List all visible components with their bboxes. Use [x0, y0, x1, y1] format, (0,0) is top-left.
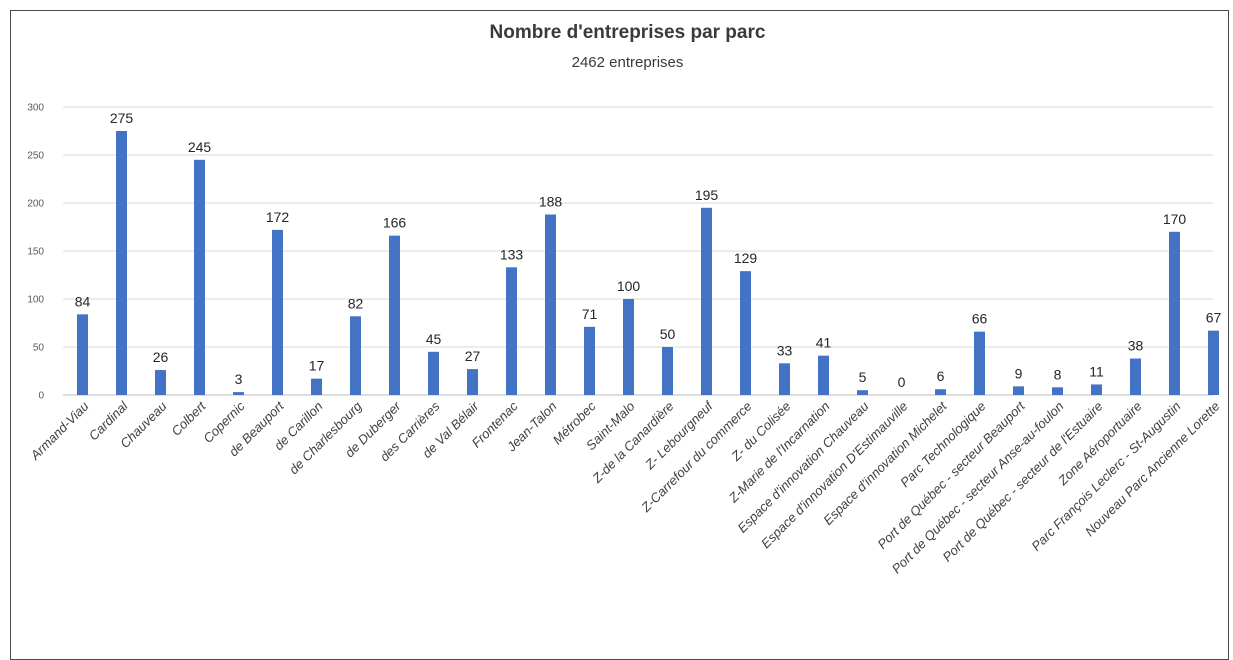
- data-label: 3: [235, 371, 243, 387]
- bar: [116, 131, 127, 395]
- bar: [194, 159, 205, 395]
- bars: [77, 131, 1219, 395]
- bar: [311, 378, 322, 395]
- data-label: 82: [348, 295, 364, 311]
- bar: [1208, 330, 1219, 395]
- data-label: 45: [426, 331, 442, 347]
- data-label: 38: [1128, 338, 1144, 354]
- data-label: 26: [153, 349, 169, 365]
- data-label: 9: [1015, 365, 1023, 381]
- y-tick-label: 300: [27, 103, 44, 114]
- data-label: 5: [859, 369, 867, 385]
- bar: [584, 326, 595, 395]
- category-label: Z- Lebourgneuf: [641, 398, 716, 473]
- y-tick-label: 100: [27, 295, 44, 306]
- bar: [233, 392, 244, 395]
- data-label: 11: [1089, 363, 1104, 379]
- bar: [974, 331, 985, 395]
- bar: [350, 316, 361, 395]
- y-axis-ticks: 0 50 100 150 200 250 300: [27, 103, 44, 402]
- bar: [779, 363, 790, 395]
- data-label: 33: [777, 342, 793, 358]
- data-label: 0: [898, 374, 906, 390]
- y-tick-label: 150: [27, 247, 44, 258]
- bar: [857, 390, 868, 395]
- chart-frame: [10, 10, 1229, 660]
- data-label: 133: [500, 246, 524, 262]
- bar: [1052, 387, 1063, 395]
- data-labels: 8427526245317217821664527133188711005019…: [75, 110, 1222, 390]
- y-tick-label: 50: [33, 343, 45, 354]
- data-label: 67: [1206, 310, 1222, 326]
- data-label: 41: [816, 335, 832, 351]
- data-label: 27: [465, 348, 481, 364]
- chart-title: Nombre d'entreprises par parc: [489, 22, 766, 43]
- bar: [1091, 384, 1102, 395]
- data-label: 166: [383, 215, 407, 231]
- bar: [545, 214, 556, 395]
- bar: [935, 389, 946, 395]
- data-label: 100: [617, 278, 641, 294]
- bar: [701, 207, 712, 395]
- data-label: 84: [75, 293, 91, 309]
- data-label: 8: [1054, 366, 1062, 382]
- category-label: Armand-Viau: [27, 399, 92, 464]
- data-label: 71: [582, 306, 598, 322]
- data-label: 195: [695, 187, 719, 203]
- bar: [467, 369, 478, 395]
- data-label: 129: [734, 250, 758, 266]
- bar: [1013, 386, 1024, 395]
- bar: [155, 370, 166, 395]
- data-label: 6: [937, 368, 945, 384]
- data-label: 275: [110, 110, 134, 126]
- bar: [818, 355, 829, 395]
- chart-subtitle: 2462 entreprises: [571, 54, 684, 71]
- data-label: 188: [539, 194, 563, 210]
- data-label: 245: [188, 139, 212, 155]
- data-label: 172: [266, 209, 290, 225]
- data-label: 170: [1163, 211, 1187, 227]
- bar: [77, 314, 88, 395]
- category-labels: Armand-ViauCardinalChauveauColbertCopern…: [27, 398, 1223, 577]
- data-label: 17: [309, 358, 325, 374]
- bar: [428, 351, 439, 395]
- bar: [1169, 231, 1180, 395]
- bar: [740, 271, 751, 395]
- bar: [389, 235, 400, 395]
- data-label: 66: [972, 311, 988, 327]
- bar: [623, 299, 634, 395]
- y-tick-label: 250: [27, 151, 44, 162]
- gridlines: [63, 106, 1213, 396]
- bar: [1130, 358, 1141, 395]
- bar: [662, 347, 673, 395]
- data-label: 50: [660, 326, 676, 342]
- y-tick-label: 200: [27, 199, 44, 210]
- bar: [506, 267, 517, 395]
- y-tick-label: 0: [38, 391, 44, 402]
- bar: [272, 229, 283, 395]
